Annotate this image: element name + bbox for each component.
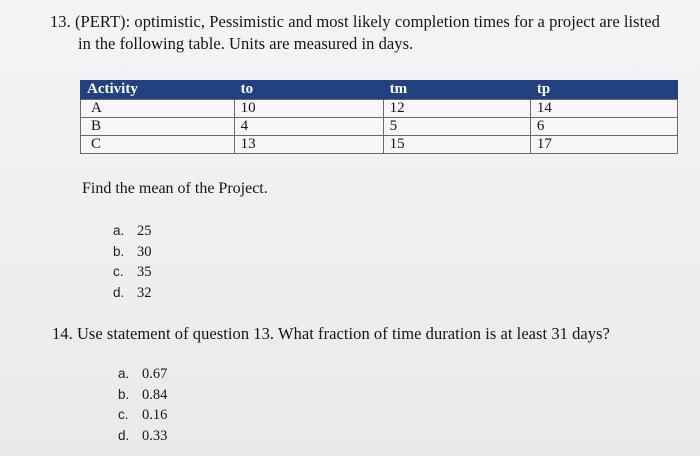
table-row: A 10 12 14 <box>80 99 679 118</box>
question-13-line-1: 13. (PERT): optimistic, Pessimistic and … <box>50 12 660 31</box>
question-14-text: 14. Use statement of question 13. What f… <box>52 324 610 343</box>
option-item: b. 30 <box>113 242 152 263</box>
header-tm: tm <box>382 80 531 100</box>
table-row: B 4 5 6 <box>80 117 679 136</box>
header-to: to <box>233 80 384 100</box>
cell-to: 10 <box>233 99 384 118</box>
option-letter: b. <box>113 243 125 259</box>
cell-tp: 14 <box>529 99 679 118</box>
option-item: a. 0.67 <box>118 364 167 385</box>
option-letter: d. <box>118 427 130 443</box>
option-value: 25 <box>137 223 152 239</box>
cell-activity: A <box>80 99 235 118</box>
option-item: c. 0.16 <box>118 405 167 426</box>
option-letter: a. <box>118 366 130 381</box>
option-value: 0.67 <box>142 366 168 382</box>
option-value: 35 <box>137 264 152 280</box>
cell-tp: 17 <box>529 135 679 154</box>
header-activity: Activity <box>80 80 235 100</box>
option-value: 0.33 <box>142 427 168 444</box>
cell-to: 13 <box>233 135 384 154</box>
header-tp: tp <box>529 80 678 100</box>
question-13-prompt: Find the mean of the Project. <box>82 180 268 197</box>
cell-activity: C <box>80 135 235 154</box>
option-letter: a. <box>113 223 125 238</box>
option-value: 0.84 <box>142 386 168 403</box>
table-header-row: Activity to tm tp <box>80 80 678 100</box>
option-value: 0.16 <box>142 407 168 423</box>
table-row: C 13 15 17 <box>80 135 679 154</box>
option-item: d. 0.33 <box>118 426 167 447</box>
option-letter: d. <box>113 284 125 300</box>
question-14-options: a. 0.67 b. 0.84 c. 0.16 d. 0.33 <box>118 364 167 446</box>
question-13-line-2: in the following table. Units are measur… <box>78 34 414 53</box>
pert-times-table: Activity to tm tp A 10 12 14 B 4 5 6 C 1… <box>80 80 679 154</box>
option-item: d. 32 <box>113 283 152 304</box>
question-13-text: 13. (PERT): optimistic, Pessimistic and … <box>50 11 690 55</box>
cell-tp: 6 <box>529 117 679 136</box>
option-letter: b. <box>118 386 130 402</box>
question-13-options: a. 25 b. 30 c. 35 d. 32 <box>113 221 152 303</box>
cell-tm: 5 <box>382 117 531 136</box>
cell-tm: 15 <box>382 135 531 154</box>
option-item: c. 35 <box>113 262 152 283</box>
option-letter: c. <box>118 407 129 422</box>
cell-tm: 12 <box>382 99 531 118</box>
option-item: a. 25 <box>113 221 152 242</box>
option-value: 32 <box>137 284 152 301</box>
cell-activity: B <box>80 117 235 136</box>
cell-to: 4 <box>233 117 384 136</box>
option-item: b. 0.84 <box>118 385 167 406</box>
option-letter: c. <box>113 264 124 279</box>
option-value: 30 <box>137 243 152 260</box>
